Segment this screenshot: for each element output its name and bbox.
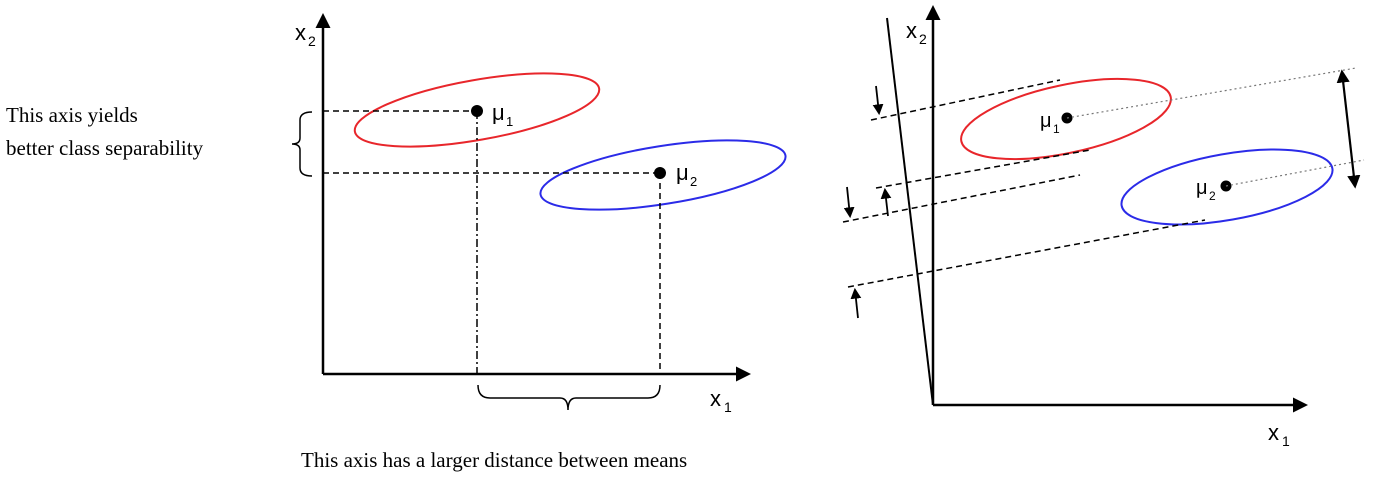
left-mean1-label: μ: [492, 100, 505, 125]
right-y-axis-sub: 2: [919, 31, 927, 47]
right-mean1-label: μ: [1040, 110, 1052, 132]
left-diagram: x 2 x 1 μ 1 μ 2 This axis yields better …: [6, 13, 787, 472]
bottom-horizontal-brace: [477, 384, 661, 411]
left-x-axis-sub: 1: [724, 399, 732, 415]
left-y-axis-label: x: [295, 20, 306, 45]
right-y-axis-label: x: [906, 18, 917, 43]
left-projection-lines: [323, 110, 661, 374]
caption-left-line2: better class separability: [6, 136, 204, 160]
right-x-axis-sub: 1: [1282, 433, 1290, 449]
right-small-arrows: [843, 85, 892, 319]
right-projection-axis: [886, 17, 934, 406]
left-class1-ellipse: [353, 72, 601, 148]
right-x-axis-label: x: [1268, 420, 1279, 445]
left-vertical-brace: [291, 111, 313, 177]
caption-left-line1: This axis yields: [6, 103, 138, 127]
right-projection-lines: [842, 79, 1206, 288]
right-class2-ellipse: [1120, 148, 1334, 226]
left-class2-ellipse: [539, 139, 787, 211]
left-mean1-sub: 1: [506, 114, 513, 129]
right-mean2-label: μ: [1196, 177, 1208, 199]
caption-bottom: This axis has a larger distance between …: [301, 448, 687, 472]
right-diagram: x 2 x 1 μ 1 μ 2: [842, 5, 1365, 449]
right-mean1-sub: 1: [1053, 122, 1060, 136]
left-mean2-label: μ: [676, 160, 689, 185]
right-dotted-lines: [1066, 67, 1365, 187]
left-mean2-sub: 2: [690, 174, 697, 189]
right-double-arrow: [1336, 69, 1361, 189]
left-x-axis-label: x: [710, 386, 721, 411]
right-mean2-sub: 2: [1209, 189, 1216, 203]
left-y-axis-sub: 2: [308, 33, 316, 49]
